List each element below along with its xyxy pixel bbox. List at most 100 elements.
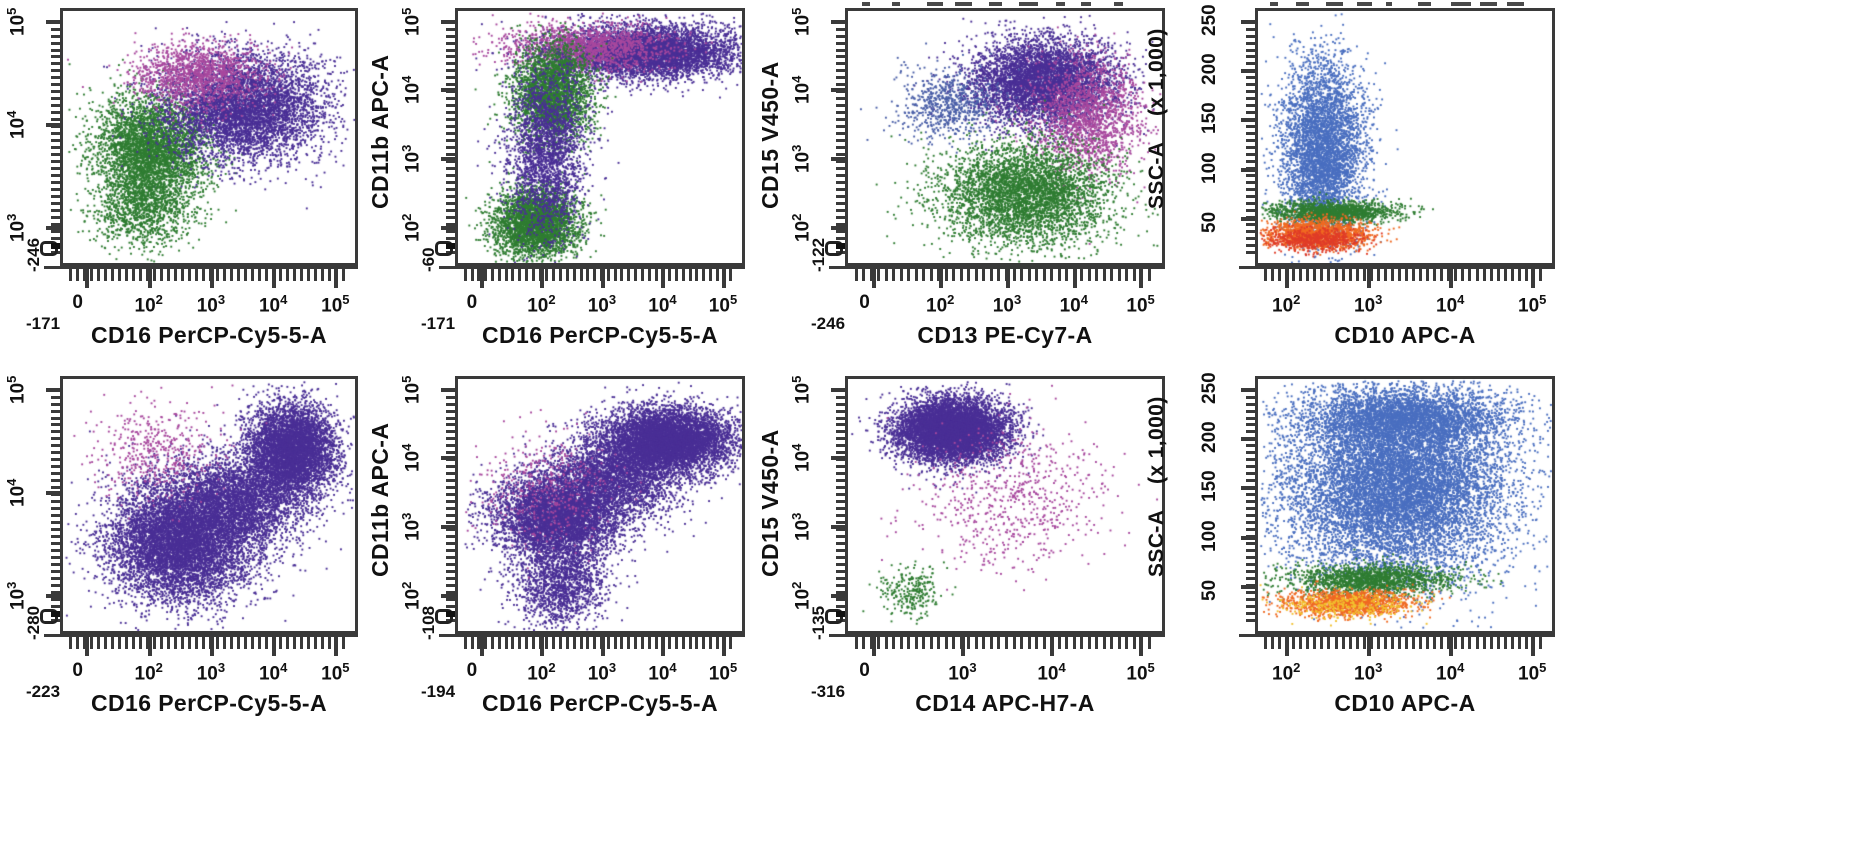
x-minor-tick [75, 269, 79, 281]
x-minor-tick [1132, 637, 1136, 649]
x-minor-tick [586, 269, 590, 281]
y-minor-tick [446, 55, 455, 59]
x-minor-tick [89, 637, 93, 649]
y-minor-tick [51, 146, 60, 150]
y-minor-tick [836, 604, 845, 608]
x-minor-tick [899, 637, 903, 649]
y-minor-tick [51, 423, 60, 427]
x-minor-tick [173, 269, 177, 281]
x-tick-label: 102 [1272, 660, 1301, 685]
x-minor-tick [1264, 269, 1267, 281]
y-minor-tick [1246, 618, 1255, 622]
y-tick-label: 104 [399, 76, 424, 105]
y-minor-tick [1246, 215, 1255, 219]
y-minor-tick [51, 416, 60, 420]
x-minor-tick [565, 269, 569, 281]
x-axis-title: CD16 PerCP-Cy5-5-A [482, 690, 718, 716]
plot-area[interactable] [1255, 8, 1555, 266]
plot-area[interactable] [455, 376, 745, 634]
x-axis-min-label: -194 [421, 682, 456, 701]
x-minor-tick [1510, 269, 1514, 281]
x-minor-tick [1454, 269, 1458, 281]
y-zero-bar [51, 611, 60, 618]
y-minor-tick [836, 69, 845, 73]
x-minor-tick [1383, 269, 1387, 281]
x-minor-tick [1482, 269, 1486, 281]
y-minor-tick [1246, 27, 1255, 31]
y-minor-tick [836, 201, 845, 205]
x-tick-label: 0 [466, 292, 478, 313]
x-minor-tick [1117, 637, 1121, 649]
y-minor-tick [1246, 229, 1255, 233]
x-tick-mark [479, 637, 484, 656]
y-minor-tick [1246, 514, 1255, 518]
y-minor-tick [836, 62, 845, 66]
x-minor-tick [654, 269, 658, 281]
y-minor-tick [51, 132, 60, 136]
x-minor-tick [613, 637, 617, 649]
y-minor-tick [1246, 250, 1255, 254]
y-minor-tick [446, 111, 455, 115]
y-minor-tick [1246, 388, 1255, 392]
x-minor-tick [862, 637, 866, 649]
y-minor-tick [1246, 201, 1255, 205]
x-minor-tick [929, 637, 933, 649]
y-minor-tick [51, 534, 60, 538]
y-minor-tick [836, 152, 845, 156]
y-minor-tick [446, 437, 455, 441]
plot-area[interactable] [60, 8, 358, 266]
y-minor-tick [836, 132, 845, 136]
x-tick-mark [147, 637, 152, 656]
y-minor-tick [1246, 534, 1255, 538]
x-minor-tick [187, 637, 191, 649]
x-minor-tick [1080, 269, 1084, 281]
y-minor-tick [836, 548, 845, 552]
y-axis-min-label: -280 [24, 605, 43, 640]
plot-area[interactable] [845, 8, 1165, 266]
scatter-canvas [458, 11, 742, 263]
y-minor-tick [836, 187, 845, 191]
x-tick-label: 103 [992, 292, 1022, 317]
plot-area[interactable] [1255, 376, 1555, 634]
y-tick-mark [46, 594, 60, 598]
x-minor-tick [559, 637, 563, 649]
y-minor-tick [446, 597, 455, 601]
plot-area[interactable] [455, 8, 745, 266]
y-zero-bar [446, 611, 455, 618]
y-minor-tick [1246, 90, 1255, 94]
x-minor-tick [552, 637, 556, 649]
x-minor-tick [722, 637, 726, 649]
scatter-canvas [848, 379, 1162, 631]
y-minor-tick [836, 527, 845, 531]
y-tick-mark [1241, 216, 1255, 221]
plot-area[interactable] [60, 376, 358, 634]
x-minor-tick [258, 269, 262, 281]
y-tick-mark [46, 490, 60, 495]
x-minor-tick [1419, 269, 1423, 281]
plot-area[interactable] [845, 376, 1165, 634]
y-minor-tick [836, 486, 845, 490]
y-minor-tick [1246, 208, 1255, 212]
x-minor-tick [1087, 269, 1091, 281]
y-minor-tick [51, 430, 60, 434]
x-minor-tick [1292, 637, 1296, 649]
y-tick-label: 105 [4, 7, 29, 36]
y-minor-tick [446, 444, 455, 448]
x-minor-tick [613, 269, 617, 281]
x-minor-tick [1341, 637, 1345, 649]
y-axis-min-label: -60 [419, 247, 438, 272]
x-axis-title: CD14 APC-H7-A [915, 690, 1095, 716]
y-minor-tick [446, 125, 455, 129]
y-minor-tick [446, 229, 455, 233]
y-minor-tick [836, 55, 845, 59]
y-axis-min-label: -135 [809, 605, 828, 640]
y-minor-tick [1246, 458, 1255, 462]
y-minor-tick [446, 500, 455, 504]
x-minor-tick [1102, 269, 1106, 281]
x-minor-tick [565, 637, 569, 649]
x-minor-tick [504, 637, 508, 649]
x-minor-tick [1433, 637, 1437, 649]
x-minor-tick [180, 269, 184, 281]
x-minor-tick [892, 637, 896, 649]
